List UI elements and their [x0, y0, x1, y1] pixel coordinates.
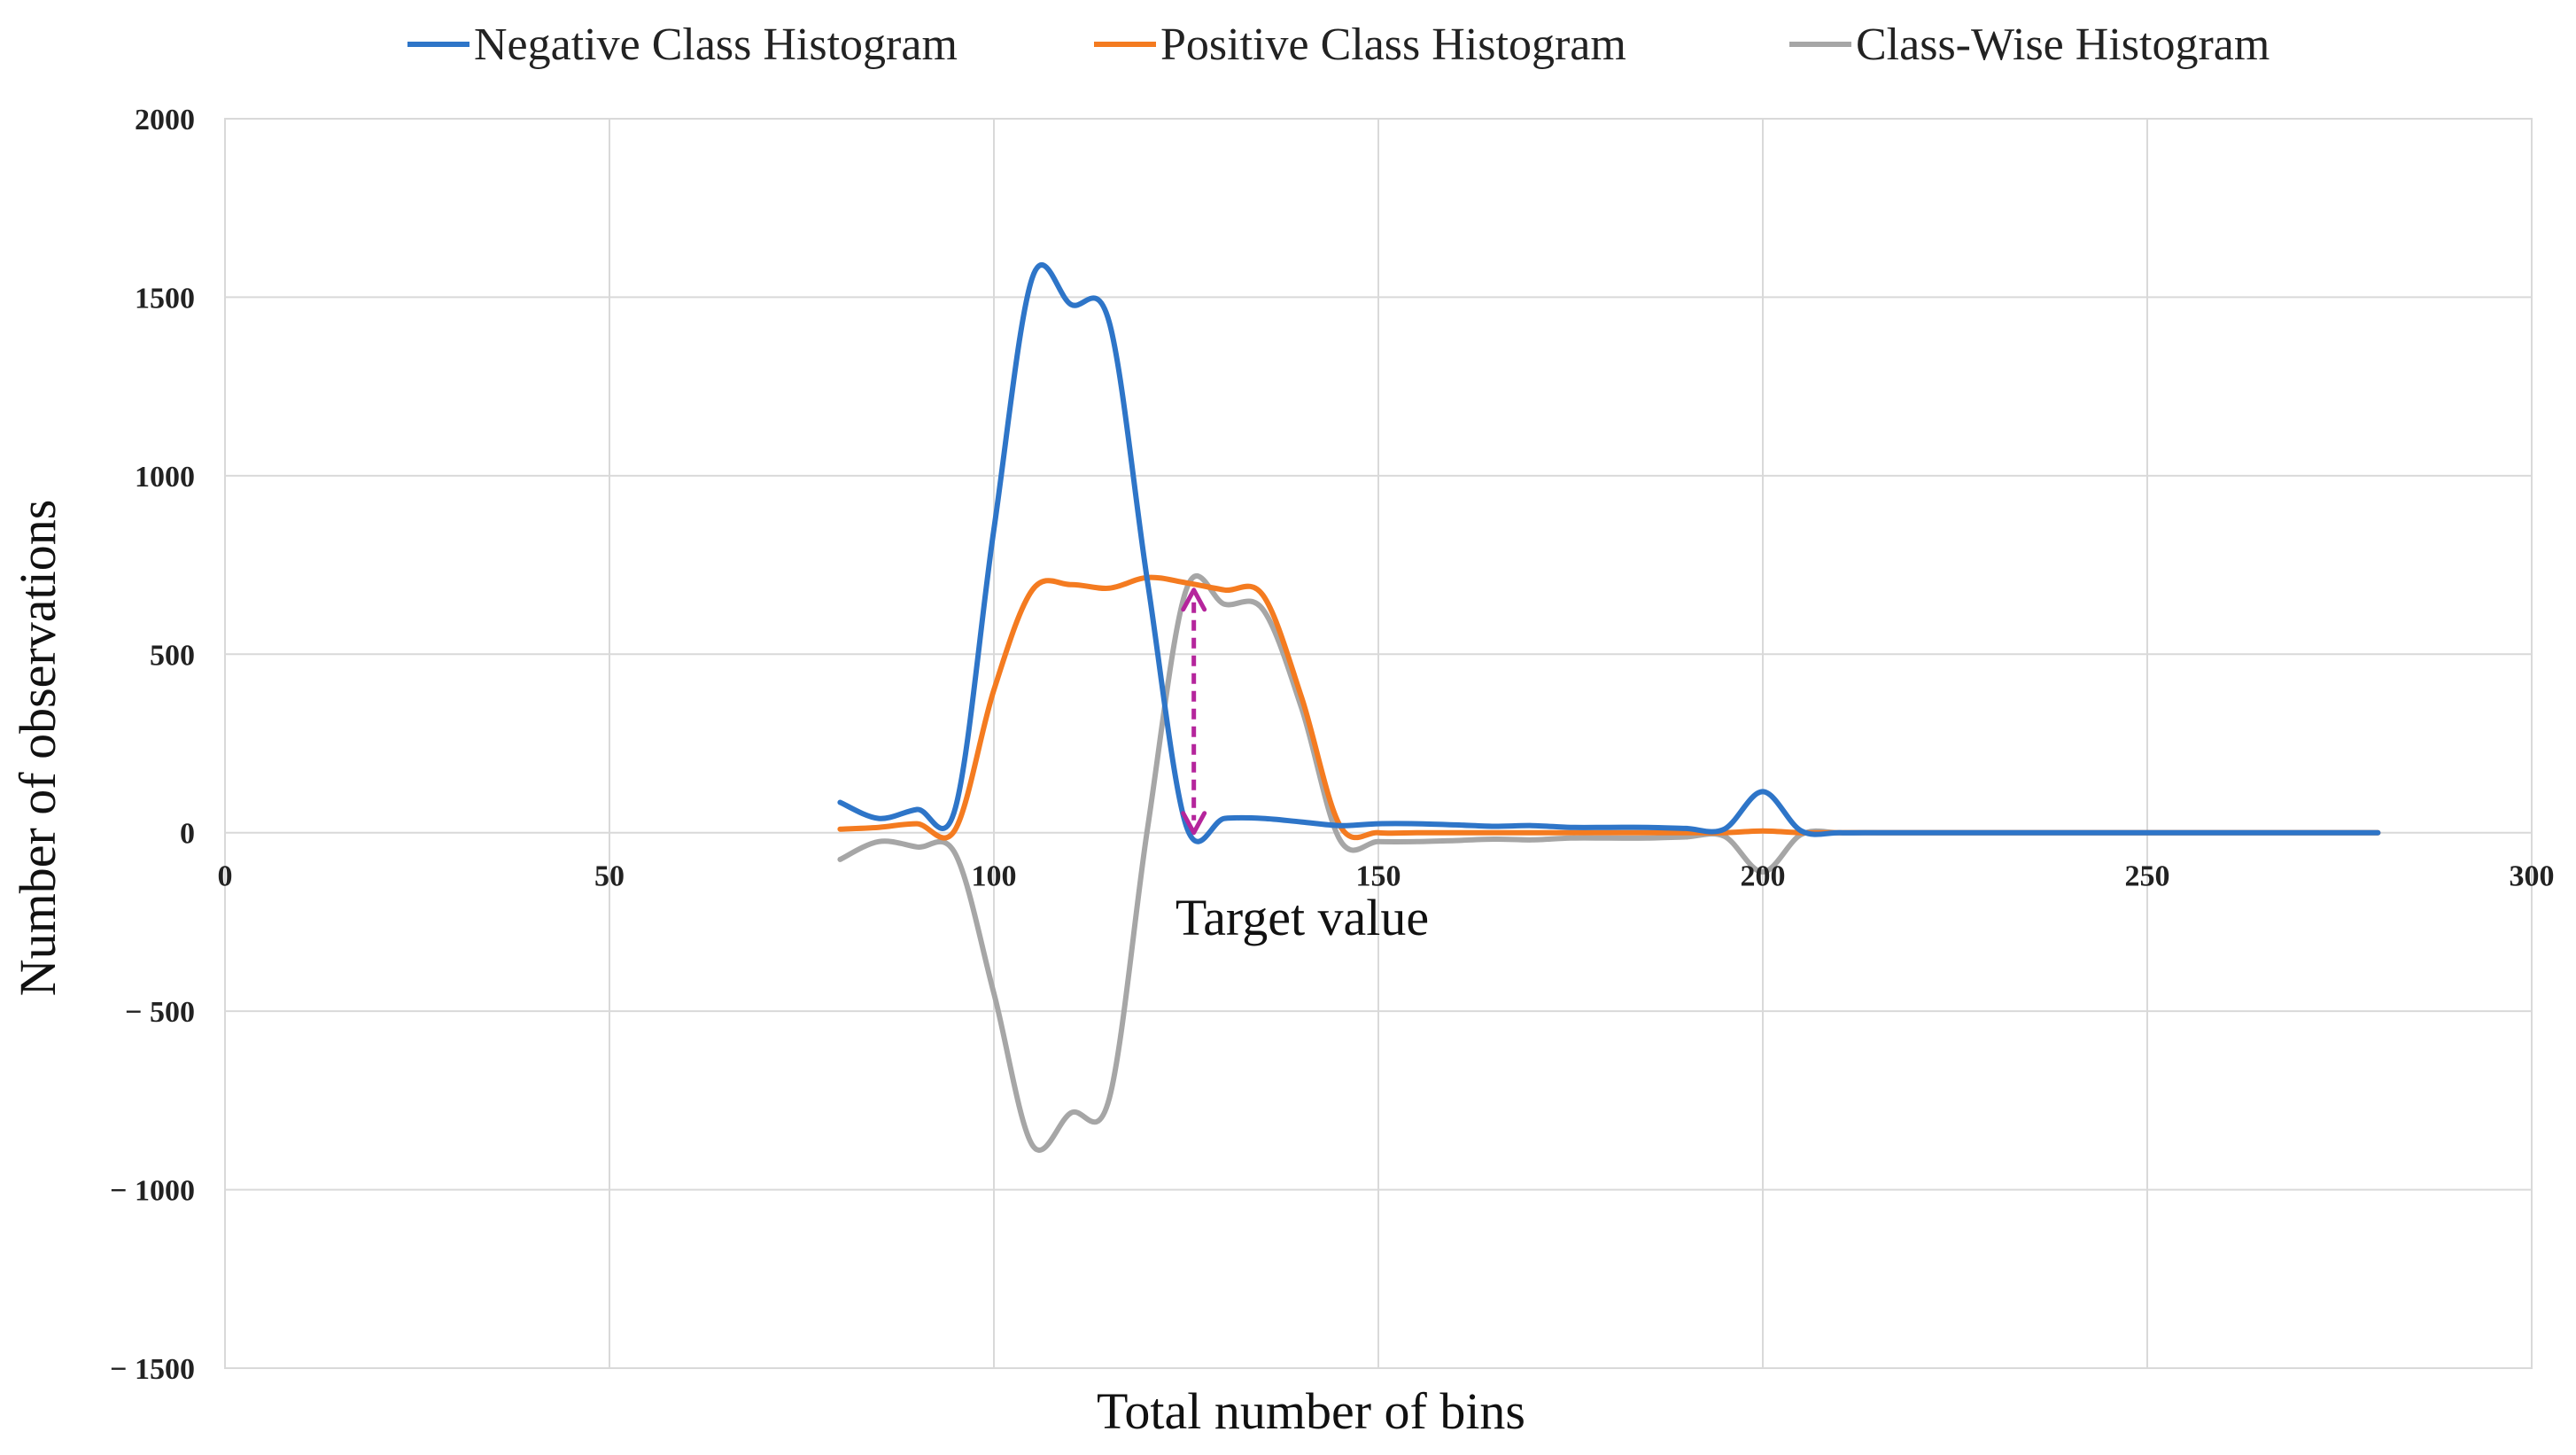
tick-labels: 0 50 100 150 200 250 300 2000 1500 1000 500 0 − 500 −…	[110, 104, 2554, 1386]
x-tick-label: 250	[2125, 860, 2170, 893]
difference-arrow	[1181, 587, 1207, 836]
legend-item: Negative Class Histogram	[407, 19, 958, 70]
x-axis-annotation: Target value	[1175, 889, 1429, 946]
y-tick-label: − 1000	[110, 1175, 195, 1208]
legend-item: Class-Wise Histogram	[1789, 19, 2270, 70]
arrow-head-bottom	[1181, 811, 1207, 836]
arrow-head-top	[1181, 587, 1207, 612]
plot-area	[224, 118, 2533, 1369]
y-tick-label: 500	[150, 639, 195, 672]
y-tick-label: 0	[180, 818, 195, 851]
x-tick-label: 200	[1741, 860, 1786, 893]
y-tick-label: − 1500	[110, 1353, 195, 1386]
x-tick-label: 150	[1356, 860, 1401, 893]
x-tick-label: 50	[594, 860, 625, 893]
legend-label: Positive Class Histogram	[1160, 19, 1626, 70]
y-tick-label: 1500	[135, 282, 195, 315]
y-tick-label: − 500	[125, 996, 195, 1029]
legend: Negative Class Histogram Positive Class H…	[407, 19, 2270, 70]
legend-label: Negative Class Histogram	[474, 19, 958, 70]
series-lines	[837, 261, 2381, 1153]
y-tick-label: 2000	[135, 104, 195, 136]
y-tick-label: 1000	[135, 461, 195, 494]
series-line-negative-class-histogram	[837, 261, 2381, 844]
x-tick-label: 300	[2510, 860, 2555, 893]
x-tick-label: 100	[972, 860, 1017, 893]
legend-item: Positive Class Histogram	[1094, 19, 1626, 70]
grid-lines	[224, 118, 2533, 1369]
x-tick-label: 0	[218, 860, 233, 893]
x-axis-title: Total number of bins	[1097, 1382, 1525, 1440]
legend-label: Class-Wise Histogram	[1856, 19, 2270, 70]
y-axis-title: Number of observations	[9, 500, 66, 997]
